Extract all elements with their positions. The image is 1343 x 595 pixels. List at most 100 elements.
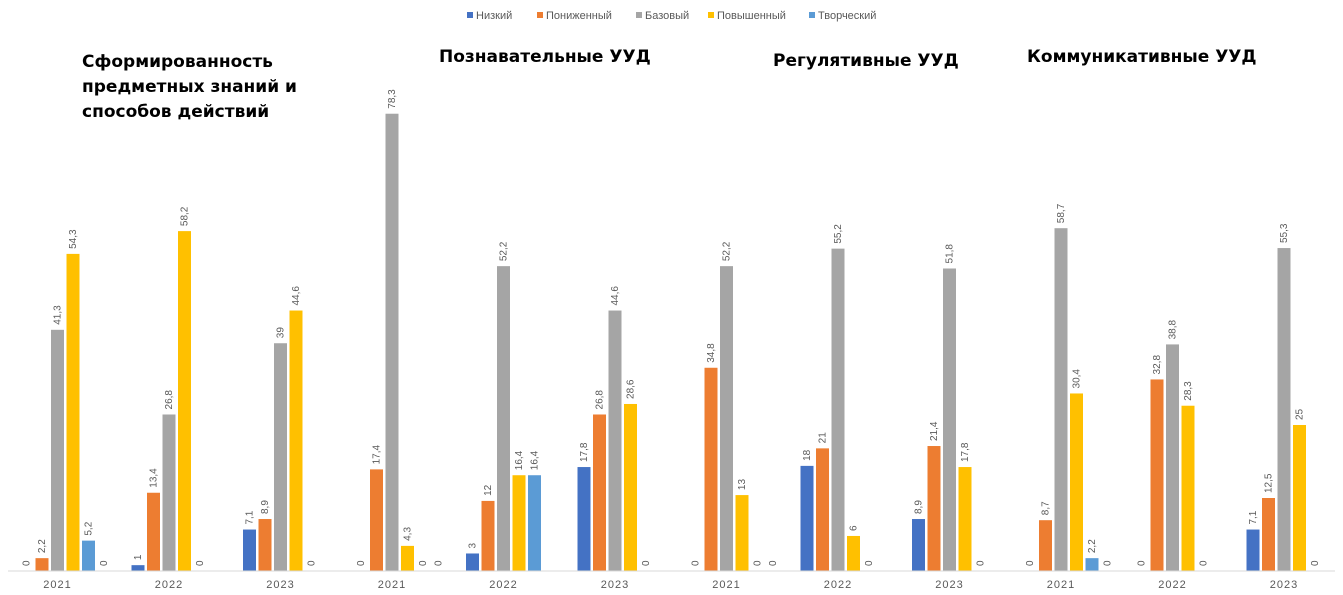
data-label: 2,2 — [1087, 539, 1098, 553]
bar — [1166, 344, 1179, 571]
panel-title: предметных знаний и — [82, 77, 297, 97]
legend-swatch — [708, 12, 714, 18]
data-label: 17,8 — [579, 442, 590, 462]
bar — [958, 467, 972, 571]
bar — [831, 248, 845, 571]
data-label: 13,4 — [149, 468, 160, 488]
data-label: 38,8 — [1168, 320, 1179, 340]
bar — [401, 545, 414, 571]
bar — [847, 535, 860, 571]
data-label: 52,2 — [722, 241, 733, 261]
year-label: 2023 — [266, 579, 294, 591]
panel-title: Сформированность — [82, 52, 273, 72]
data-label: 39 — [276, 327, 287, 339]
data-label: 0 — [1025, 560, 1036, 566]
data-label: 0 — [1137, 560, 1148, 566]
data-label: 28,3 — [1183, 381, 1194, 401]
data-label: 5,2 — [84, 521, 95, 535]
year-label: 2021 — [712, 579, 740, 591]
panel-titles: Сформированность предметных знаний и спосо… — [82, 47, 1257, 122]
bar — [131, 565, 145, 571]
data-label: 0 — [768, 560, 779, 566]
bar — [1262, 498, 1275, 571]
bar — [720, 266, 733, 571]
year-label: 2021 — [378, 579, 406, 591]
bar — [927, 446, 941, 571]
data-label: 0 — [418, 560, 429, 566]
legend-swatch — [537, 12, 543, 18]
bar — [1277, 248, 1291, 571]
data-label: 54,3 — [68, 229, 79, 249]
data-label: 16,4 — [514, 450, 525, 470]
bar — [577, 467, 591, 571]
data-label: 1 — [133, 554, 144, 560]
year-label: 2022 — [1158, 579, 1186, 591]
data-label: 21 — [818, 432, 829, 444]
bar — [258, 519, 272, 571]
bar — [943, 268, 956, 571]
bar — [274, 343, 287, 571]
bar — [624, 403, 637, 571]
data-label: 52,2 — [499, 241, 510, 261]
data-label: 44,6 — [610, 286, 621, 306]
data-label: 13 — [737, 479, 748, 491]
bar — [735, 495, 749, 571]
data-labels: 0 2,2 41,3 54,3 5,2 0 1 13,4 26,8 58,2 0 7,1 8,9 39 44… — [22, 89, 1322, 566]
data-label: 17,4 — [372, 444, 383, 464]
bar — [370, 469, 383, 571]
data-label: 0 — [976, 560, 987, 566]
data-label: 18 — [802, 449, 813, 461]
bar — [800, 465, 814, 571]
year-label: 2022 — [824, 579, 852, 591]
legend-swatch — [636, 12, 642, 18]
data-label: 0 — [356, 560, 367, 566]
bar — [528, 475, 541, 571]
legend-label: Низкий — [476, 10, 512, 22]
data-label: 8,7 — [1041, 501, 1052, 515]
bar — [1293, 425, 1306, 571]
legend-label: Пониженный — [546, 10, 612, 22]
data-label: 0 — [691, 560, 702, 566]
data-label: 3 — [468, 542, 479, 548]
data-label: 0 — [195, 560, 206, 566]
bar — [162, 414, 176, 571]
bar — [1181, 405, 1195, 571]
data-label: 16,4 — [530, 450, 541, 470]
data-label: 58,2 — [180, 206, 191, 226]
data-label: 17,8 — [960, 442, 971, 462]
data-label: 7,1 — [245, 510, 256, 524]
data-label: 28,6 — [626, 379, 637, 399]
data-label: 6 — [849, 525, 860, 531]
legend-label: Творческий — [818, 10, 876, 22]
bar — [243, 529, 256, 571]
legend-label: Базовый — [645, 10, 689, 22]
panel-title: Познавательные УУД — [439, 47, 651, 67]
data-label: 0 — [641, 560, 652, 566]
bar — [385, 113, 399, 571]
legend-swatch — [809, 12, 815, 18]
data-label: 44,6 — [291, 286, 302, 306]
data-label: 2,2 — [37, 539, 48, 553]
bar — [35, 558, 49, 571]
bar — [593, 414, 606, 571]
bar — [147, 492, 160, 571]
data-label: 7,1 — [1248, 510, 1259, 524]
panel-title: Регулятивные УУД — [773, 51, 959, 71]
bar — [497, 266, 510, 571]
year-label: 2021 — [1047, 579, 1075, 591]
panel-title: способов действий — [82, 102, 269, 122]
panel-title: Коммуникативные УУД — [1027, 47, 1257, 67]
data-label: 0 — [22, 560, 33, 566]
bar — [1150, 379, 1164, 571]
bar — [51, 329, 64, 571]
data-label: 12 — [483, 484, 494, 496]
data-label: 30,4 — [1072, 369, 1083, 389]
bar — [1246, 529, 1260, 571]
data-label: 8,9 — [260, 500, 271, 514]
data-label: 0 — [1103, 560, 1114, 566]
data-label: 34,8 — [706, 343, 717, 363]
bar — [608, 310, 622, 571]
data-label: 41,3 — [53, 305, 64, 325]
data-label: 8,9 — [914, 500, 925, 514]
